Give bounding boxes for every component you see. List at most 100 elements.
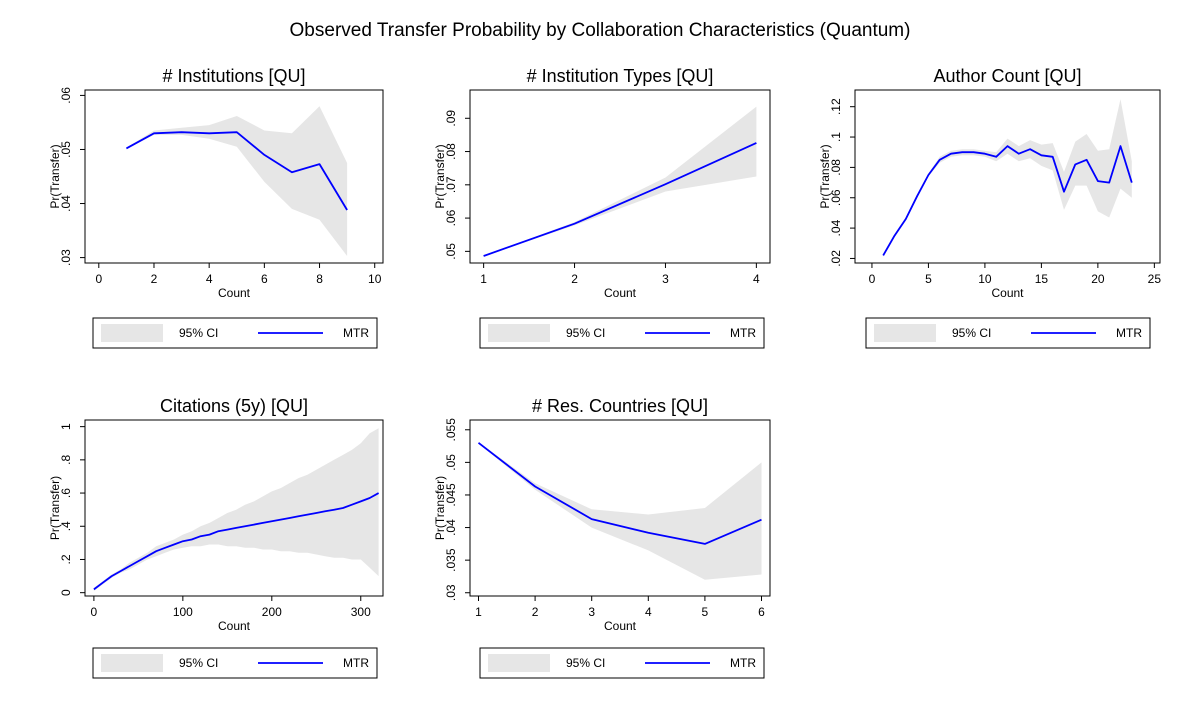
y-tick-label: 0 bbox=[59, 589, 73, 596]
x-axis-label: Count bbox=[604, 286, 637, 300]
y-tick-label: .8 bbox=[59, 455, 73, 465]
y-tick-label: .1 bbox=[829, 132, 843, 142]
y-tick-label: .6 bbox=[59, 488, 73, 498]
y-tick-label: .07 bbox=[444, 176, 458, 193]
legend: 95% CI MTR bbox=[92, 317, 378, 349]
y-tick-label: .04 bbox=[59, 195, 73, 212]
x-tick-label: 8 bbox=[316, 272, 323, 286]
y-tick-label: 1 bbox=[59, 423, 73, 430]
x-tick-label: 6 bbox=[758, 605, 765, 619]
y-axis-label: Pr(Transfer) bbox=[48, 476, 62, 540]
x-tick-label: 0 bbox=[91, 605, 98, 619]
x-tick-label: 0 bbox=[869, 272, 876, 286]
panel-title: # Institutions [QU] bbox=[162, 66, 305, 86]
y-axis-label: Pr(Transfer) bbox=[433, 476, 447, 540]
ci-band bbox=[483, 106, 757, 257]
legend-ci-label: 95% CI bbox=[566, 326, 605, 340]
panel-title: # Institution Types [QU] bbox=[527, 66, 714, 86]
x-tick-label: 5 bbox=[925, 272, 932, 286]
x-tick-label: 10 bbox=[368, 272, 382, 286]
legend-ci-swatch bbox=[101, 654, 163, 672]
legend-ci-label: 95% CI bbox=[952, 326, 991, 340]
chart-panel-1: # Institutions [QU] 0 2 4 6 8 10 .03 .04 .05 .06 Co… bbox=[48, 66, 384, 349]
legend: 95% CI MTR bbox=[92, 647, 378, 679]
panel-title: Author Count [QU] bbox=[933, 66, 1081, 86]
x-tick-label: 2 bbox=[151, 272, 158, 286]
x-tick-label: 25 bbox=[1148, 272, 1162, 286]
x-tick-label: 100 bbox=[173, 605, 193, 619]
plot-frame bbox=[469, 89, 771, 264]
y-tick-label: .12 bbox=[829, 98, 843, 115]
legend-ci-label: 95% CI bbox=[179, 656, 218, 670]
legend-mtr-label: MTR bbox=[1116, 326, 1142, 340]
mtr-line bbox=[125, 131, 348, 211]
legend-ci-label: 95% CI bbox=[179, 326, 218, 340]
y-tick-label: .03 bbox=[59, 249, 73, 266]
ci-band bbox=[93, 428, 379, 591]
y-tick-label: .05 bbox=[444, 243, 458, 260]
x-tick-label: 200 bbox=[262, 605, 282, 619]
y-tick-label: .06 bbox=[829, 189, 843, 206]
y-tick-label: .045 bbox=[444, 483, 458, 507]
plot-frame bbox=[84, 419, 384, 597]
legend-ci-label: 95% CI bbox=[566, 656, 605, 670]
y-tick-label: .08 bbox=[829, 159, 843, 176]
mtr-line bbox=[93, 492, 380, 591]
y-tick-label: .06 bbox=[444, 209, 458, 226]
plot-frame bbox=[854, 89, 1161, 264]
y-axis-label: Pr(Transfer) bbox=[818, 144, 832, 208]
x-axis-label: Count bbox=[218, 619, 251, 633]
mtr-line bbox=[882, 145, 1133, 256]
legend-ci-swatch bbox=[488, 324, 550, 342]
x-tick-label: 15 bbox=[1035, 272, 1049, 286]
x-tick-label: 4 bbox=[206, 272, 213, 286]
legend-ci-swatch bbox=[101, 324, 163, 342]
x-tick-label: 1 bbox=[475, 605, 482, 619]
x-tick-label: 300 bbox=[351, 605, 371, 619]
ci-band bbox=[883, 99, 1132, 257]
figure-title: Observed Transfer Probability by Collabo… bbox=[290, 20, 911, 41]
y-tick-label: .04 bbox=[829, 219, 843, 236]
x-tick-label: 20 bbox=[1091, 272, 1105, 286]
legend: 95% CI MTR bbox=[865, 317, 1151, 349]
y-tick-label: .05 bbox=[59, 141, 73, 158]
x-tick-label: 6 bbox=[261, 272, 268, 286]
x-axis-label: Count bbox=[218, 286, 251, 300]
legend-ci-swatch bbox=[488, 654, 550, 672]
plot-frame bbox=[469, 419, 771, 597]
x-tick-label: 1 bbox=[480, 272, 487, 286]
chart-panel-5: # Res. Countries [QU] 1 2 3 4 5 6 .03 .035 .04 .04… bbox=[433, 396, 771, 679]
x-tick-label: 3 bbox=[588, 605, 595, 619]
mtr-line bbox=[483, 142, 757, 257]
x-tick-label: 4 bbox=[753, 272, 760, 286]
chart-panel-2: # Institution Types [QU] 1 2 3 4 .05 .06 .07 .08… bbox=[433, 66, 771, 349]
y-tick-label: .2 bbox=[59, 554, 73, 564]
y-tick-label: .08 bbox=[444, 143, 458, 160]
x-tick-label: 5 bbox=[702, 605, 709, 619]
legend-ci-swatch bbox=[874, 324, 936, 342]
y-tick-label: .03 bbox=[444, 584, 458, 601]
x-tick-label: 3 bbox=[662, 272, 669, 286]
plot-frame bbox=[84, 89, 384, 264]
legend-mtr-label: MTR bbox=[730, 656, 756, 670]
y-tick-label: .09 bbox=[444, 110, 458, 127]
chart-panel-3: Author Count [QU] 0 5 10 15 20 25 .02 .04 .06 .08.… bbox=[818, 66, 1162, 349]
ci-band bbox=[478, 442, 762, 580]
x-tick-label: 10 bbox=[978, 272, 992, 286]
y-tick-label: .035 bbox=[444, 548, 458, 572]
x-axis-label: Count bbox=[604, 619, 637, 633]
panel-title: # Res. Countries [QU] bbox=[532, 396, 708, 416]
x-tick-label: 4 bbox=[645, 605, 652, 619]
legend: 95% CI MTR bbox=[479, 647, 765, 679]
y-tick-label: .4 bbox=[59, 521, 73, 531]
legend-mtr-label: MTR bbox=[730, 326, 756, 340]
ci-band bbox=[126, 106, 348, 256]
y-axis-label: Pr(Transfer) bbox=[433, 144, 447, 208]
x-tick-label: 0 bbox=[95, 272, 102, 286]
panel-title: Citations (5y) [QU] bbox=[160, 396, 308, 416]
y-tick-label: .02 bbox=[829, 250, 843, 267]
chart-panel-4: Citations (5y) [QU] 0 100 200 300 0 .2 .4 .6 .8 1 C… bbox=[48, 396, 384, 679]
y-tick-label: .055 bbox=[444, 418, 458, 442]
legend: 95% CI MTR bbox=[479, 317, 765, 349]
